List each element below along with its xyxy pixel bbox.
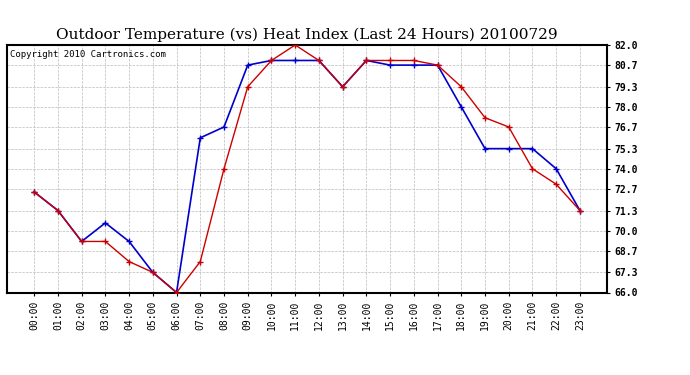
Text: Copyright 2010 Cartronics.com: Copyright 2010 Cartronics.com [10, 50, 166, 59]
Title: Outdoor Temperature (vs) Heat Index (Last 24 Hours) 20100729: Outdoor Temperature (vs) Heat Index (Las… [57, 28, 558, 42]
